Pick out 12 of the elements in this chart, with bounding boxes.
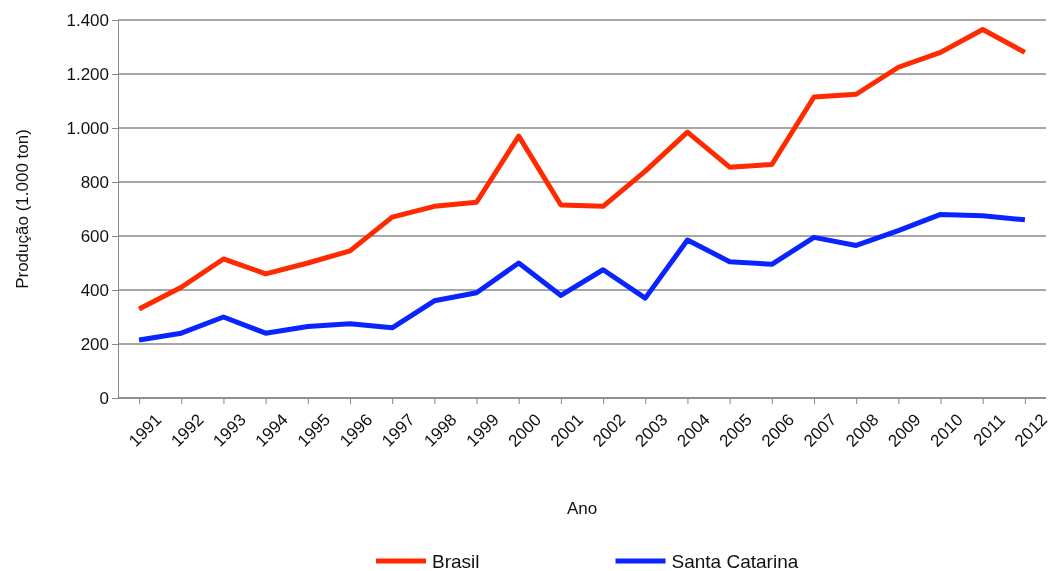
y-tick-label: 800 — [80, 172, 109, 192]
y-axis-title: Produção (1.000 ton) — [13, 129, 32, 289]
y-tick-label: 0 — [99, 388, 109, 408]
y-tick-label: 1.200 — [66, 64, 109, 84]
y-tick-label: 400 — [80, 280, 109, 300]
legend-label: Brasil — [432, 551, 480, 571]
y-tick-label: 600 — [80, 226, 109, 246]
y-tick-label: 200 — [80, 334, 109, 354]
y-tick-label: 1.400 — [66, 10, 109, 30]
y-tick-label: 1.000 — [66, 118, 109, 138]
legend-label: Santa Catarina — [671, 551, 799, 571]
x-axis-title: Ano — [566, 499, 598, 518]
